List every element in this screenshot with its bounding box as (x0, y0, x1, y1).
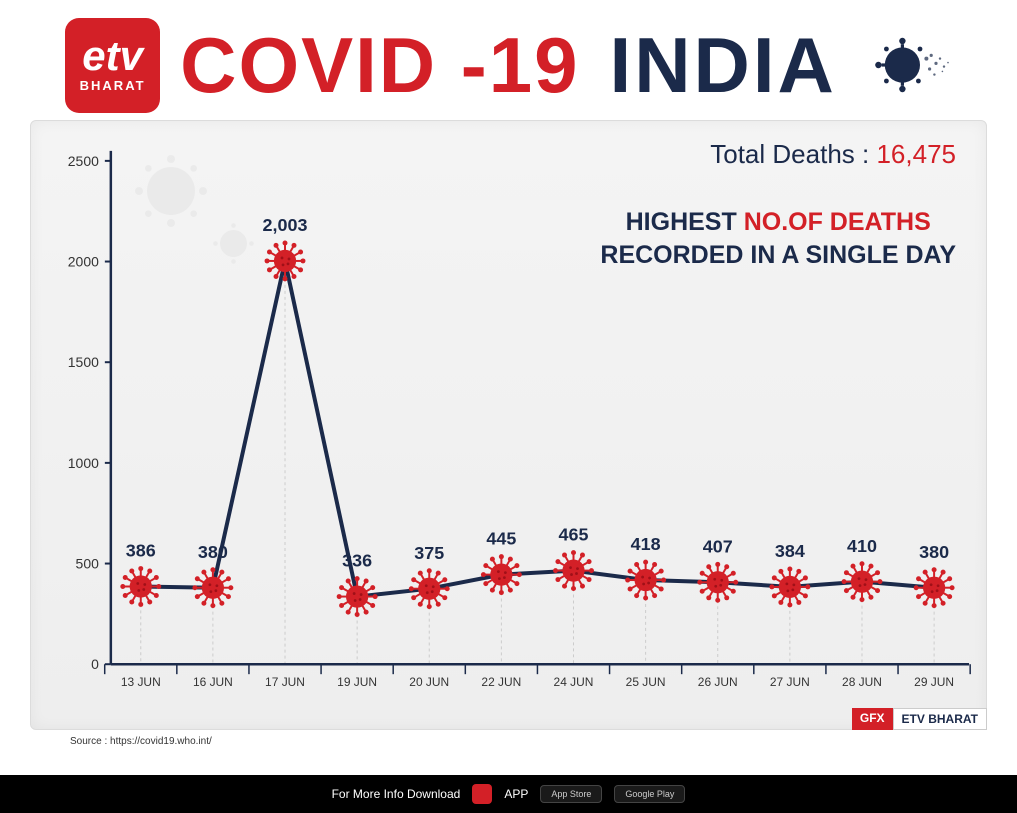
header: etv BHARAT COVID -19 INDIA (0, 0, 1017, 120)
svg-text:0: 0 (91, 656, 99, 672)
googleplay-badge[interactable]: Google Play (614, 785, 685, 803)
svg-text:336: 336 (342, 551, 372, 571)
svg-text:445: 445 (486, 529, 516, 549)
svg-text:465: 465 (559, 525, 589, 545)
footer-app-label: APP (504, 787, 528, 801)
svg-text:13 JUN: 13 JUN (121, 675, 161, 689)
svg-text:26 JUN: 26 JUN (698, 675, 738, 689)
svg-text:17 JUN: 17 JUN (265, 675, 305, 689)
svg-text:2,003: 2,003 (263, 215, 308, 235)
svg-text:20 JUN: 20 JUN (409, 675, 449, 689)
svg-text:384: 384 (775, 541, 805, 561)
chart-box: Total Deaths : 16,475 HIGHEST NO.OF DEAT… (30, 120, 987, 730)
appstore-badge[interactable]: App Store (540, 785, 602, 803)
svg-text:2000: 2000 (68, 254, 99, 270)
source-label: Source : (70, 736, 107, 747)
svg-text:2500: 2500 (68, 153, 99, 169)
logo-text: etv (82, 37, 143, 75)
gfx-tag: GFX ETV BHARAT (852, 708, 987, 730)
svg-text:386: 386 (126, 541, 156, 561)
svg-text:1000: 1000 (68, 455, 99, 471)
chart-wrap: Total Deaths : 16,475 HIGHEST NO.OF DEAT… (0, 120, 1017, 775)
title-covid: COVID -19 (180, 20, 579, 111)
gfx-label: GFX (852, 708, 893, 730)
svg-text:19 JUN: 19 JUN (337, 675, 377, 689)
page: etv BHARAT COVID -19 INDIA (0, 0, 1017, 813)
virus-icon (872, 25, 952, 105)
svg-text:1500: 1500 (68, 354, 99, 370)
source: Source : https://covid19.who.int/ (30, 730, 987, 747)
source-url: https://covid19.who.int/ (110, 736, 212, 747)
svg-text:500: 500 (76, 556, 100, 572)
svg-text:28 JUN: 28 JUN (842, 675, 882, 689)
svg-text:24 JUN: 24 JUN (554, 675, 594, 689)
svg-text:375: 375 (414, 543, 444, 563)
deaths-chart: 0 500 1000 1500 2000 2500 13 JUN 16 JUN 17 JUN 19… (31, 121, 986, 729)
svg-text:410: 410 (847, 536, 877, 556)
svg-text:418: 418 (631, 534, 661, 554)
brand-logo: etv BHARAT (65, 18, 160, 113)
svg-text:22 JUN: 22 JUN (481, 675, 521, 689)
gfx-brand: ETV BHARAT (893, 708, 987, 730)
svg-text:16 JUN: 16 JUN (193, 675, 233, 689)
svg-text:27 JUN: 27 JUN (770, 675, 810, 689)
svg-text:407: 407 (703, 536, 733, 556)
svg-text:380: 380 (919, 542, 949, 562)
svg-text:29 JUN: 29 JUN (914, 675, 954, 689)
svg-text:380: 380 (198, 542, 228, 562)
footer-text: For More Info Download (332, 787, 461, 801)
footer-logo-icon (472, 784, 492, 804)
footer: For More Info Download APP App Store Goo… (0, 775, 1017, 813)
svg-text:25 JUN: 25 JUN (626, 675, 666, 689)
logo-subtext: BHARAT (80, 78, 146, 93)
title-india: INDIA (610, 20, 837, 111)
